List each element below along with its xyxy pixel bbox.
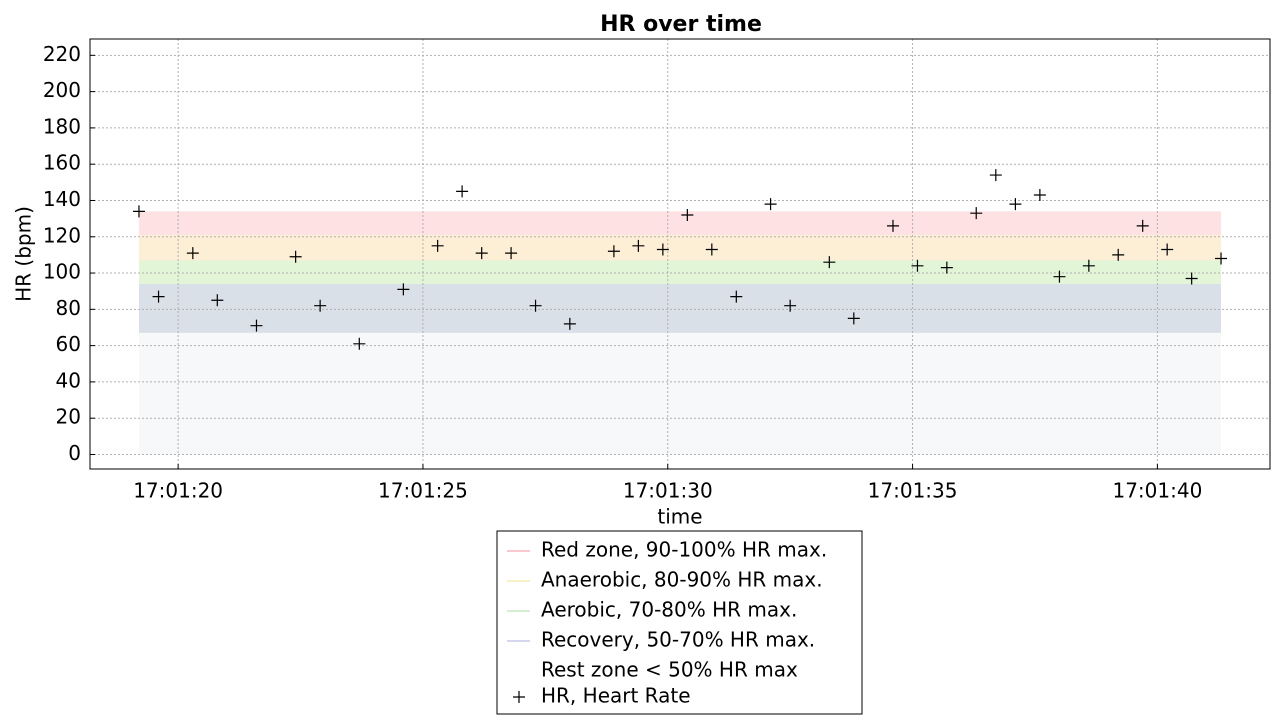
zone-band (138, 211, 1222, 235)
y-tick-label: 220 (43, 42, 81, 66)
x-tick-label: 17:01:40 (1112, 479, 1202, 503)
zone-band (138, 332, 1222, 455)
y-axis-label: HR (bpm) (12, 206, 36, 302)
legend-frame (496, 530, 863, 715)
data-point (1053, 270, 1066, 283)
zone-band (138, 283, 1222, 333)
legend-swatch (513, 691, 525, 703)
data-point (1136, 219, 1149, 232)
data-point (397, 283, 410, 296)
data-point (886, 219, 899, 232)
data-point (505, 247, 518, 260)
data-point (656, 243, 669, 256)
x-tick-label: 17:01:30 (623, 479, 713, 503)
zone-band (138, 260, 1222, 284)
data-point (681, 208, 694, 221)
y-tick-label: 160 (43, 151, 81, 175)
y-tick-label: 100 (43, 260, 81, 284)
data-point (132, 205, 145, 218)
plot-frame (89, 38, 1271, 470)
data-point (1215, 252, 1228, 265)
legend-label: Aerobic, 70-80% HR max. (541, 598, 797, 622)
legend: Red zone, 90-100% HR max. Anaerobic, 80-9… (496, 530, 863, 715)
y-tick-label: 120 (43, 223, 81, 247)
legend-label: HR, Heart Rate (541, 684, 691, 708)
x-axis-label: time (657, 505, 702, 529)
y-tick-label: 40 (56, 368, 81, 392)
data-point (989, 169, 1002, 182)
data-point (314, 299, 327, 312)
y-tick-label: 20 (56, 405, 81, 429)
y-tick-label: 140 (43, 187, 81, 211)
data-point (529, 299, 542, 312)
y-tick-label: 0 (68, 441, 81, 465)
data-point (632, 239, 645, 252)
data-point (456, 185, 469, 198)
data-point (211, 294, 224, 307)
data-point (186, 247, 199, 260)
data-point (940, 261, 953, 274)
data-point (1033, 189, 1046, 202)
data-point (1082, 259, 1095, 272)
legend-label: Red zone, 90-100% HR max. (541, 538, 827, 562)
y-tick-label: 60 (56, 332, 81, 356)
data-point (911, 259, 924, 272)
data-point (970, 207, 983, 220)
y-tick-label: 180 (43, 114, 81, 138)
data-point (431, 239, 444, 252)
data-point (705, 243, 718, 256)
data-point (764, 198, 777, 211)
data-point (563, 317, 576, 330)
x-tick-label: 17:01:25 (378, 479, 468, 503)
legend-label: Rest zone < 50% HR max (541, 658, 798, 682)
data-point (475, 247, 488, 260)
data-point (250, 319, 263, 332)
y-tick-label: 80 (56, 296, 81, 320)
data-point (1161, 243, 1174, 256)
legend-label: Anaerobic, 80-90% HR max. (541, 568, 823, 592)
data-point (607, 245, 620, 258)
zone-band (138, 234, 1222, 261)
data-point (784, 299, 797, 312)
chart-title: HR over time (600, 12, 762, 37)
x-tick-label: 17:01:20 (133, 479, 223, 503)
data-point (823, 256, 836, 269)
data-point (847, 312, 860, 325)
data-point (1185, 272, 1198, 285)
data-point (730, 290, 743, 303)
data-point (289, 250, 302, 263)
data-point (152, 290, 165, 303)
legend-label: Recovery, 50-70% HR max. (541, 628, 815, 652)
x-tick-label: 17:01:35 (868, 479, 958, 503)
data-point (353, 337, 366, 350)
y-tick-label: 200 (43, 78, 81, 102)
data-point (1009, 198, 1022, 211)
data-point (1112, 248, 1125, 261)
